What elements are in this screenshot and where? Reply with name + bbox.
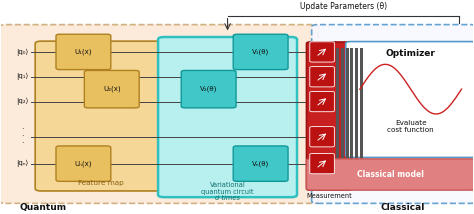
Bar <box>346 48 348 184</box>
FancyBboxPatch shape <box>181 70 236 108</box>
Text: Optimizer: Optimizer <box>386 49 436 58</box>
Text: |q₀⟩: |q₀⟩ <box>16 48 28 56</box>
Bar <box>341 48 344 184</box>
FancyBboxPatch shape <box>233 146 288 181</box>
Text: |qₙ⟩: |qₙ⟩ <box>16 160 28 167</box>
Bar <box>350 48 353 184</box>
FancyBboxPatch shape <box>346 42 474 158</box>
FancyBboxPatch shape <box>307 42 352 190</box>
Bar <box>336 48 339 184</box>
FancyBboxPatch shape <box>56 34 111 70</box>
Text: U₂(x): U₂(x) <box>103 86 120 92</box>
Text: Vₙ(θ): Vₙ(θ) <box>252 160 269 167</box>
FancyBboxPatch shape <box>233 34 288 70</box>
FancyBboxPatch shape <box>84 70 139 108</box>
FancyBboxPatch shape <box>312 25 474 203</box>
Text: Update Parameters (θ): Update Parameters (θ) <box>300 1 387 10</box>
Text: Variational
quantum circuit: Variational quantum circuit <box>201 182 254 195</box>
FancyBboxPatch shape <box>0 25 318 203</box>
Text: |q₁⟩: |q₁⟩ <box>16 73 28 80</box>
FancyBboxPatch shape <box>310 67 334 87</box>
Text: Classical model: Classical model <box>357 170 424 179</box>
Text: V₁(θ): V₁(θ) <box>252 49 269 55</box>
FancyBboxPatch shape <box>35 41 167 191</box>
FancyBboxPatch shape <box>158 37 297 197</box>
Text: Uₙ(x): Uₙ(x) <box>74 160 92 167</box>
Text: Measurement: Measurement <box>306 193 352 199</box>
FancyBboxPatch shape <box>307 159 474 190</box>
FancyBboxPatch shape <box>56 146 111 181</box>
Text: Quantum: Quantum <box>19 203 67 212</box>
Bar <box>355 48 358 184</box>
Text: V₂(θ): V₂(θ) <box>200 86 218 92</box>
Text: d times: d times <box>215 195 240 201</box>
Bar <box>360 48 363 184</box>
Text: Evaluate
cost function: Evaluate cost function <box>387 120 434 133</box>
FancyBboxPatch shape <box>310 42 334 62</box>
Text: |q₂⟩: |q₂⟩ <box>16 98 28 105</box>
Text: Feature map: Feature map <box>78 180 124 186</box>
FancyBboxPatch shape <box>310 91 334 112</box>
FancyBboxPatch shape <box>310 127 334 147</box>
Text: U₁(x): U₁(x) <box>74 49 92 55</box>
Text: Classical: Classical <box>380 203 425 212</box>
FancyBboxPatch shape <box>310 153 334 174</box>
Text: ·
·
·: · · · <box>21 125 23 148</box>
